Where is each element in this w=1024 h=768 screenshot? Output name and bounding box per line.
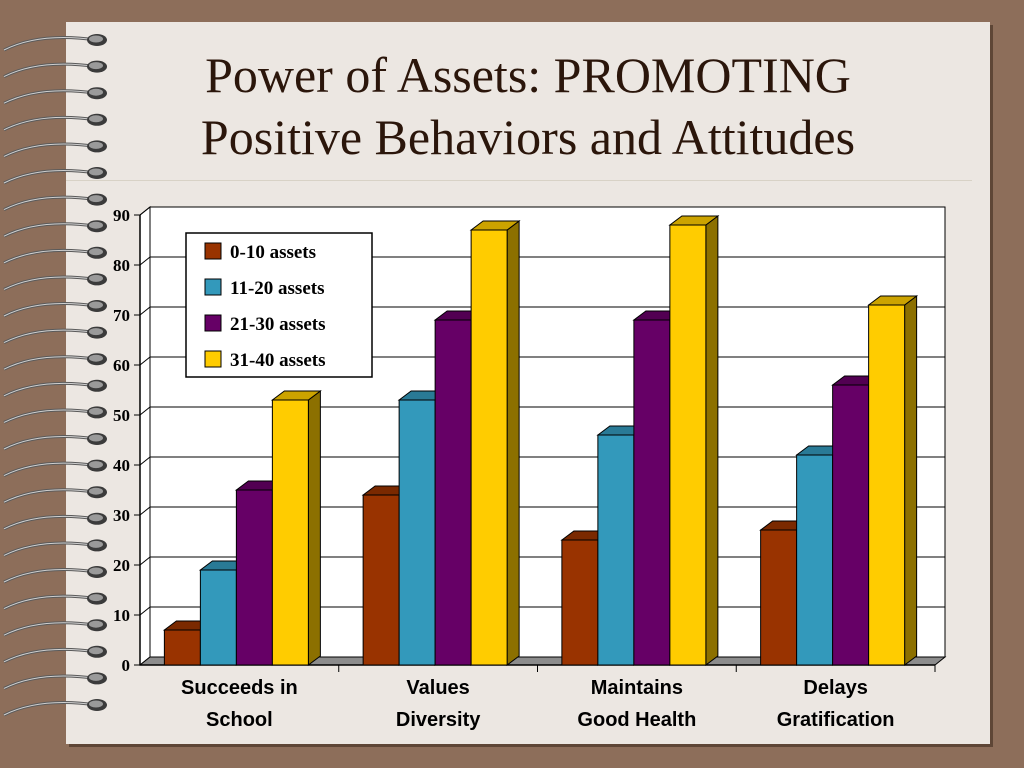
gridline-side [139, 606, 151, 616]
bar-front [633, 319, 671, 666]
spiral-ring-icon [3, 300, 107, 318]
x-category-label-line: Succeeds in [181, 677, 298, 699]
spiral-ring-icon [3, 193, 107, 211]
bar-side [307, 390, 321, 666]
spiral-ring-icon [3, 246, 107, 265]
bar-front [796, 454, 834, 666]
spiral-ring-icon [3, 220, 107, 238]
legend-swatch [204, 314, 222, 332]
bar [668, 215, 720, 666]
spiral-ring-icon [3, 512, 107, 531]
spiral-ring-icon [3, 486, 107, 504]
gridline-side [139, 456, 151, 466]
spiral-ring-icon [3, 353, 107, 371]
bar-front [434, 319, 472, 666]
bar-front [362, 494, 400, 666]
spiral-ring-icon [3, 140, 107, 158]
legend-swatch [204, 278, 222, 296]
x-category-label-line: Gratification [777, 709, 895, 731]
spiral-ring-icon [3, 459, 107, 477]
spiral-ring-icon [3, 619, 107, 637]
gridline-side [139, 256, 151, 266]
y-tick-label: 60 [113, 356, 130, 375]
bar-front [235, 489, 273, 666]
x-category-label-line: Values [406, 677, 469, 699]
spiral-ring-icon [3, 379, 107, 398]
gridline-side [139, 206, 151, 216]
bar-front [199, 569, 237, 666]
bar-front [561, 539, 599, 666]
spiral-ring-icon [3, 167, 107, 185]
x-category-label-line: Maintains [591, 677, 683, 699]
bar [867, 295, 919, 666]
bar-front [470, 229, 508, 666]
legend-swatch [204, 350, 222, 368]
bar-front [760, 529, 798, 666]
legend-label: 11-20 assets [230, 278, 324, 299]
spiral-ring-icon [3, 699, 107, 717]
x-category-label: Values Diversity [396, 677, 481, 731]
y-tick-label: 10 [113, 606, 130, 625]
bar-side [705, 215, 719, 666]
bar [632, 310, 684, 666]
spiral-ring-icon [3, 113, 107, 132]
gridline-side [139, 556, 151, 566]
gridline-side [139, 406, 151, 416]
plot-side-wall [139, 205, 151, 667]
legend: 0-10 assets 11-20 assets 21-30 assets 31-40… [185, 232, 373, 378]
spiral-ring-icon [3, 672, 107, 690]
x-category-label-line: Delays [803, 677, 868, 699]
y-tick-label: 20 [113, 556, 130, 575]
spiral-ring-icon [3, 60, 107, 78]
spiral-ring-icon [3, 645, 107, 664]
x-category-label: Succeeds in School [181, 677, 298, 731]
x-category-label: Maintains Good Health [577, 677, 696, 731]
y-tick-label: 40 [113, 456, 130, 475]
bar [270, 390, 322, 666]
bar-front [832, 384, 870, 666]
spiral-ring-icon [3, 326, 107, 344]
slide-title: Power of Assets: PROMOTING Positive Beha… [66, 44, 990, 168]
spiral-ring-icon [3, 273, 107, 291]
y-tick-label: 0 [122, 656, 131, 675]
spiral-ring-icon [3, 592, 107, 610]
bar-front [669, 224, 707, 666]
x-category-label: Delays Gratification [777, 677, 895, 731]
bars [162, 215, 919, 666]
bar-front [398, 399, 436, 666]
spiral-ring-icon [3, 87, 107, 105]
bar-front [597, 434, 635, 666]
x-category-label-line: Diversity [396, 709, 481, 731]
bar-side [506, 220, 520, 666]
bar-front [271, 399, 309, 666]
bar [469, 220, 521, 666]
spiral-ring-icon [3, 433, 107, 451]
bar-front [163, 629, 201, 666]
y-tick-label: 50 [113, 406, 130, 425]
title-line-1: Power of Assets: PROMOTING [205, 47, 851, 103]
spiral-ring-icon [3, 566, 107, 584]
gridline-side [139, 506, 151, 516]
title-line-2: Positive Behaviors and Attitudes [200, 109, 856, 165]
spiral-ring-icon [3, 539, 107, 557]
y-tick-label: 90 [113, 206, 130, 225]
legend-label: 0-10 assets [230, 242, 316, 263]
y-tick-label: 70 [113, 306, 130, 325]
legend-swatch [204, 242, 222, 260]
legend-label: 21-30 assets [230, 314, 326, 335]
spiral-ring-icon [3, 406, 107, 424]
bar-front [868, 304, 906, 666]
bar-side [904, 295, 918, 666]
spiral-ring-icon [3, 34, 107, 52]
y-tick-label: 80 [113, 256, 130, 275]
notebook-spiral-binding [3, 34, 107, 717]
x-category-label-line: School [206, 709, 273, 731]
legend-label: 31-40 assets [230, 350, 326, 371]
title-divider [66, 180, 972, 181]
x-category-label-line: Good Health [577, 709, 696, 731]
y-tick-label: 30 [113, 506, 130, 525]
gridline-side [139, 306, 151, 316]
gridline-side [139, 356, 151, 366]
